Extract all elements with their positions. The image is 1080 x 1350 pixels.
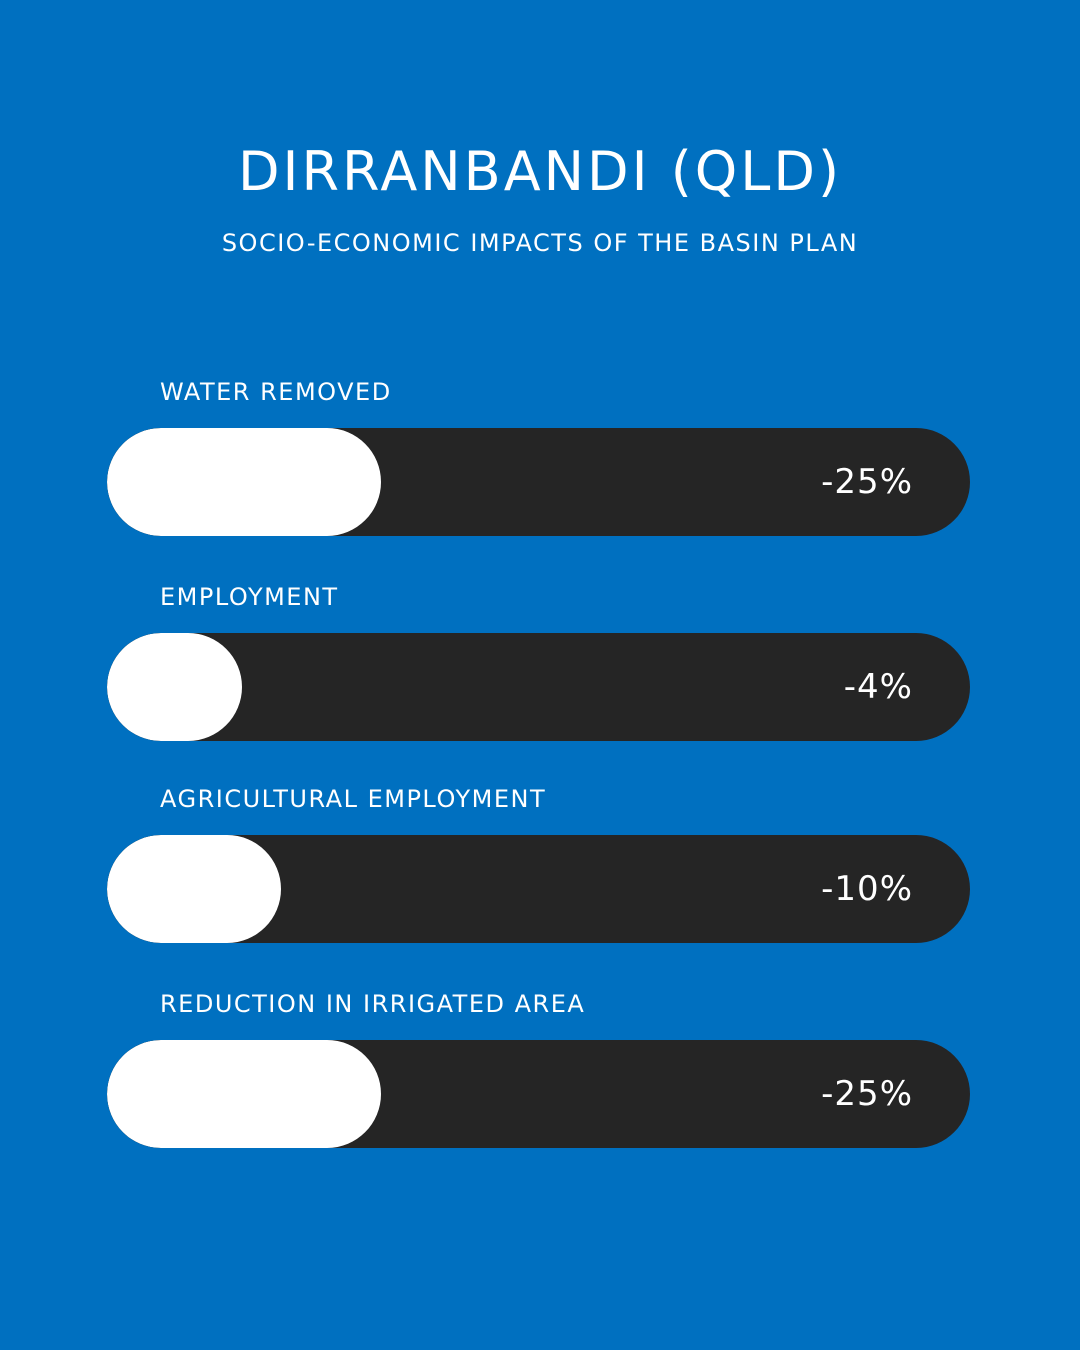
metric-row: EMPLOYMENT -4% (107, 582, 970, 752)
bar-track: -10% (107, 835, 970, 943)
page-title: DIRRANBANDI (QLD) (237, 140, 843, 203)
bar-value-label: -10% (821, 869, 913, 909)
metric-label: REDUCTION IN IRRIGATED AREA (160, 990, 586, 1018)
bar-track: -25% (107, 428, 970, 536)
bar-fill (107, 835, 281, 943)
bar-value-label: -25% (821, 462, 913, 502)
metric-label: AGRICULTURAL EMPLOYMENT (160, 785, 547, 813)
metric-row: REDUCTION IN IRRIGATED AREA -25% (107, 989, 970, 1159)
bar-value-label: -4% (843, 667, 913, 707)
page-subtitle: SOCIO-ECONOMIC IMPACTS OF THE BASIN PLAN (221, 229, 859, 257)
bar-fill (107, 1040, 381, 1148)
bar-track: -4% (107, 633, 970, 741)
bar-value-label: -25% (821, 1074, 913, 1114)
bar-track: -25% (107, 1040, 970, 1148)
metric-label: EMPLOYMENT (160, 583, 339, 611)
bar-fill (107, 428, 381, 536)
metric-row: WATER REMOVED -25% (107, 377, 970, 547)
metric-label: WATER REMOVED (160, 378, 392, 406)
bar-fill (107, 633, 242, 741)
metric-row: AGRICULTURAL EMPLOYMENT -10% (107, 784, 970, 954)
